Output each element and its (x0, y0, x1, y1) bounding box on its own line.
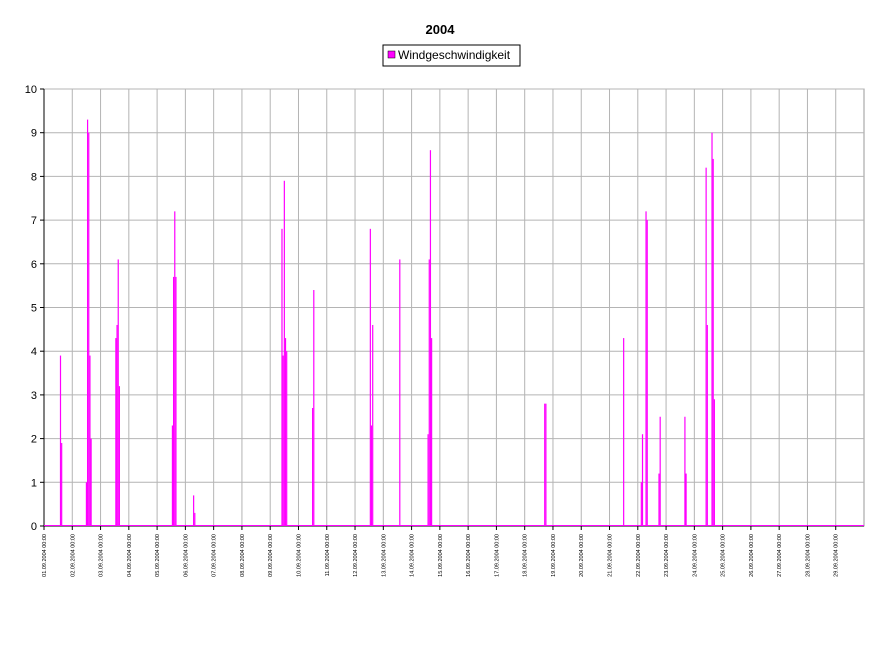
bar (88, 132, 90, 526)
y-tick-label: 0 (31, 521, 37, 533)
bar (685, 473, 687, 526)
x-tick-label: 09.09.2004 00:00 (268, 534, 274, 577)
bar (544, 403, 546, 526)
legend-box (382, 44, 521, 67)
x-tick-label: 05.09.2004 00:00 (155, 534, 161, 577)
legend-label: Windgeschwindigkeit (398, 48, 511, 62)
x-tick-label: 02.09.2004 00:00 (70, 534, 76, 577)
x-tick-label: 20.09.2004 00:00 (579, 534, 585, 577)
y-tick-label: 3 (31, 390, 37, 402)
y-tick-label: 2 (31, 434, 37, 446)
legend: Windgeschwindigkeit (382, 44, 521, 67)
bar (369, 228, 371, 526)
bar (115, 338, 117, 526)
x-tick-label: 24.09.2004 00:00 (692, 534, 698, 577)
x-tick-label: 13.09.2004 00:00 (381, 534, 387, 577)
x-tick-label: 23.09.2004 00:00 (664, 534, 670, 577)
bar (90, 438, 92, 526)
y-tick-label: 8 (31, 171, 37, 183)
bar (89, 355, 91, 526)
y-tick-label: 1 (31, 477, 37, 489)
bar (171, 425, 174, 526)
bar (706, 324, 708, 526)
y-tick-label: 4 (31, 346, 37, 358)
x-tick-label: 15.09.2004 00:00 (438, 534, 444, 577)
x-tick-label: 08.09.2004 00:00 (240, 534, 246, 577)
bar (282, 355, 284, 526)
bar (117, 259, 119, 526)
x-tick-label: 04.09.2004 00:00 (127, 534, 133, 577)
bar (712, 158, 714, 527)
x-tick-label: 28.09.2004 00:00 (805, 534, 811, 577)
bar (59, 355, 62, 526)
y-tick-label: 9 (31, 128, 37, 140)
x-tick-label: 17.09.2004 00:00 (494, 534, 500, 577)
bar (86, 119, 89, 526)
bar (172, 276, 175, 526)
bar (372, 324, 374, 526)
x-tick-label: 16.09.2004 00:00 (466, 534, 472, 577)
x-tick-label: 19.09.2004 00:00 (551, 534, 557, 577)
x-tick-label: 10.09.2004 00:00 (296, 534, 302, 577)
x-tick-label: 21.09.2004 00:00 (608, 534, 614, 577)
x-tick-label: 27.09.2004 00:00 (777, 534, 783, 577)
bar (640, 482, 642, 526)
bar (641, 434, 644, 526)
bar (684, 416, 686, 526)
bar (711, 132, 713, 526)
x-tick-label: 22.09.2004 00:00 (636, 534, 642, 577)
x-tick-label: 03.09.2004 00:00 (99, 534, 105, 577)
x-tick-label: 26.09.2004 00:00 (749, 534, 755, 577)
bar (646, 220, 648, 526)
x-tick-label: 01.09.2004 00:00 (42, 534, 48, 577)
bar (428, 259, 430, 526)
bar (370, 425, 373, 526)
bar (61, 442, 63, 526)
bar (545, 403, 547, 526)
bar (623, 338, 625, 526)
y-tick-label: 6 (31, 259, 37, 271)
y-tick-label: 7 (31, 215, 37, 227)
bar (283, 180, 285, 526)
bar (399, 259, 401, 526)
bar (85, 482, 88, 526)
bar (174, 211, 176, 527)
bar (431, 338, 433, 526)
x-tick-label: 07.09.2004 00:00 (212, 534, 218, 577)
bar (429, 150, 432, 526)
x-tick-label: 06.09.2004 00:00 (183, 534, 189, 577)
bar (645, 211, 647, 527)
y-tick-label: 10 (25, 84, 37, 96)
bar (312, 408, 314, 526)
x-tick-label: 18.09.2004 00:00 (523, 534, 529, 577)
bar (659, 416, 661, 526)
bar (313, 290, 315, 526)
bar (658, 473, 660, 526)
bar (281, 228, 283, 526)
y-tick-label: 5 (31, 303, 37, 315)
bar (193, 495, 195, 526)
bar (116, 324, 118, 526)
chart-title: 2004 (426, 22, 456, 37)
x-tick-label: 29.09.2004 00:00 (834, 534, 840, 577)
bar (286, 351, 288, 526)
x-tick-label: 11.09.2004 00:00 (325, 534, 331, 576)
bar (118, 386, 121, 526)
bar (705, 167, 707, 526)
bar (427, 434, 429, 526)
bar (284, 338, 287, 526)
bar (175, 276, 177, 526)
bar (713, 399, 715, 526)
legend-swatch (387, 50, 396, 59)
bar (194, 512, 196, 526)
x-tick-label: 12.09.2004 00:00 (353, 534, 359, 577)
x-tick-label: 14.09.2004 00:00 (410, 534, 416, 577)
x-tick-label: 25.09.2004 00:00 (721, 534, 727, 577)
